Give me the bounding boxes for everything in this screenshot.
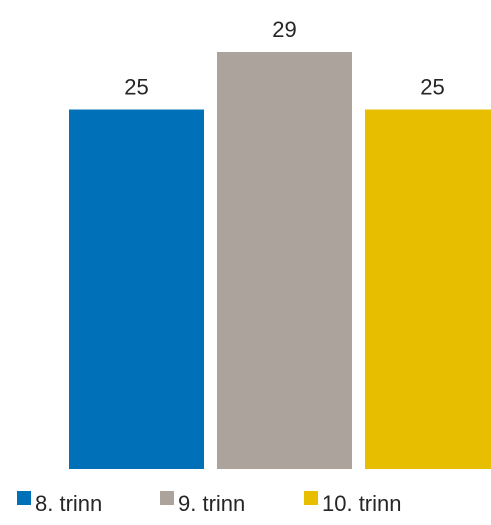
data-label-9-trinn: 29 — [272, 17, 296, 42]
data-label-8-trinn: 25 — [124, 75, 148, 100]
bar-8-trinn — [69, 109, 204, 469]
data-labels-group: 25 29 25 — [124, 17, 444, 100]
legend-swatch-8-trinn — [17, 491, 31, 505]
legend-label-9-trinn: 9. trinn — [178, 491, 245, 516]
data-label-10-trinn: 25 — [420, 75, 444, 100]
bars-group — [69, 52, 491, 469]
legend-item-9-trinn: 9. trinn — [160, 491, 245, 516]
legend-item-10-trinn: 10. trinn — [304, 491, 402, 516]
legend-swatch-10-trinn — [304, 491, 318, 505]
legend-label-10-trinn: 10. trinn — [322, 491, 402, 516]
legend: 8. trinn 9. trinn 10. trinn — [17, 491, 402, 516]
bar-9-trinn — [217, 52, 352, 469]
legend-item-8-trinn: 8. trinn — [17, 491, 102, 516]
legend-label-8-trinn: 8. trinn — [35, 491, 102, 516]
legend-swatch-9-trinn — [160, 491, 174, 505]
bar-10-trinn — [365, 109, 491, 469]
